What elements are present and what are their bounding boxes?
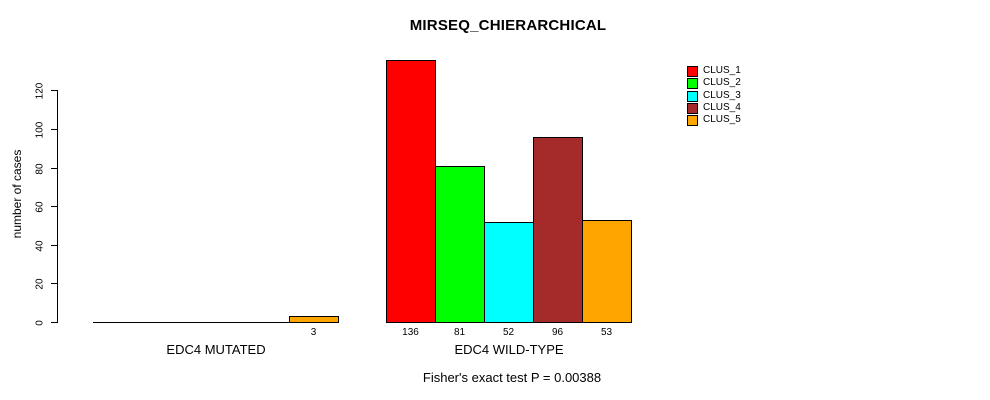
bar-clus-5-edc4-mutated <box>289 316 339 323</box>
y-tick-mark <box>51 168 57 169</box>
bar-value-label: 96 <box>551 327 564 338</box>
legend-item-clus-3: CLUS_3 <box>687 90 741 102</box>
annotation-fishers-test: Fisher's exact test P = 0.00388 <box>422 370 602 385</box>
bar-value-label: 52 <box>502 327 515 338</box>
y-tick-mark <box>51 245 57 246</box>
legend-color-swatch-clus-1 <box>687 65 698 77</box>
bar-clus-2-edc4-wild-type <box>435 166 485 323</box>
y-tick-mark <box>51 129 57 130</box>
y-axis-line <box>57 90 58 323</box>
legend-label-clus-5: CLUS_5 <box>703 114 741 125</box>
legend-color-swatch-clus-5 <box>687 114 698 126</box>
y-tick-mark <box>51 90 57 91</box>
legend-item-clus-4: CLUS_4 <box>687 102 741 114</box>
bar-clus-1-edc4-mutated-zero <box>93 322 143 323</box>
legend-item-clus-2: CLUS_2 <box>687 77 741 89</box>
bar-value-label: 53 <box>600 327 613 338</box>
legend-color-swatch-clus-3 <box>687 90 698 102</box>
chart-title: MIRSEQ_CHIERARCHICAL <box>409 17 607 34</box>
legend-label-clus-2: CLUS_2 <box>703 77 741 88</box>
legend-item-clus-5: CLUS_5 <box>687 114 741 126</box>
bar-value-label: 81 <box>453 327 466 338</box>
legend-label-clus-3: CLUS_3 <box>703 90 741 101</box>
bar-value-label: 136 <box>402 327 419 338</box>
legend-label-clus-1: CLUS_1 <box>703 65 741 76</box>
x-category-label-edc4-mutated: EDC4 MUTATED <box>166 342 266 357</box>
bar-value-label: 3 <box>310 327 317 338</box>
legend-item-clus-1: CLUS_1 <box>687 65 741 77</box>
bar-clus-3-edc4-wild-type <box>484 222 534 323</box>
bar-clus-5-edc4-wild-type <box>582 220 632 323</box>
x-category-label-edc4-wild-type: EDC4 WILD-TYPE <box>454 342 564 357</box>
bar-clus-4-edc4-mutated-zero <box>240 322 290 323</box>
legend-color-swatch-clus-2 <box>687 77 698 89</box>
legend-label-clus-4: CLUS_4 <box>703 102 741 113</box>
y-tick-mark <box>51 206 57 207</box>
bar-clus-2-edc4-mutated-zero <box>142 322 192 323</box>
y-tick-mark <box>51 322 57 323</box>
legend-color-swatch-clus-4 <box>687 102 698 114</box>
y-tick-mark <box>51 283 57 284</box>
bar-clus-3-edc4-mutated-zero <box>191 322 241 323</box>
